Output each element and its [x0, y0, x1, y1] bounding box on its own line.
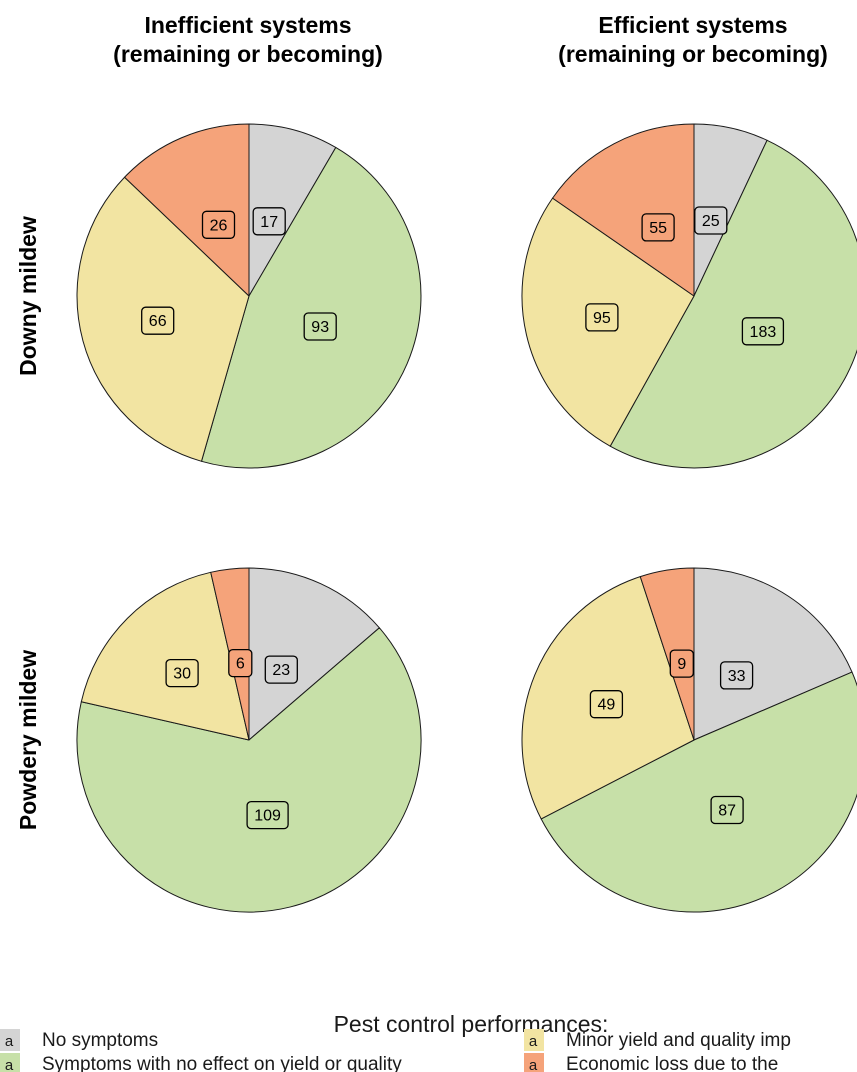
svg-text:a: a — [5, 1057, 14, 1072]
svg-text:6: 6 — [236, 656, 245, 673]
pie-slice — [639, 567, 695, 741]
svg-text:183: 183 — [750, 324, 777, 341]
slice-value-label: 25 — [694, 206, 728, 235]
svg-text:26: 26 — [210, 217, 228, 234]
pie-slice — [540, 671, 857, 913]
pie-slice — [248, 567, 380, 741]
legend-key: a — [524, 1053, 544, 1072]
svg-text:a: a — [5, 1033, 14, 1050]
svg-text:109: 109 — [254, 808, 281, 825]
legend-entry: a Symptoms with no effect on yield or qua… — [0, 1053, 402, 1072]
pie-slice — [76, 627, 422, 913]
slice-value-label: 6 — [228, 648, 253, 678]
svg-text:a: a — [529, 1057, 538, 1072]
slice-value-label: 87 — [710, 795, 744, 825]
slice-value-label: 17 — [252, 207, 286, 236]
pie-panel: 23 109 30 6 — [76, 567, 422, 913]
svg-text:17: 17 — [260, 214, 278, 231]
slice-value-label: 23 — [264, 655, 298, 684]
svg-text:23: 23 — [272, 662, 290, 679]
legend-key: a — [0, 1053, 20, 1072]
svg-text:9: 9 — [677, 656, 686, 673]
row-title: Downy mildew — [15, 216, 41, 376]
legend-entry: a No symptoms — [0, 1029, 158, 1051]
pie-panels: 17 93 66 26 25 183 95 55 23 109 30 6 33 87 49 9 — [76, 123, 857, 913]
column-titles: Inefficient systems (remaining or becomin… — [113, 12, 828, 67]
legend-label: No symptoms — [42, 1030, 158, 1051]
slice-value-label: 95 — [585, 303, 619, 332]
column-title: Inefficient systems (remaining or becomin… — [113, 12, 383, 67]
svg-text:33: 33 — [728, 668, 746, 685]
slice-value-label: 49 — [589, 690, 624, 719]
slice-value-label: 66 — [141, 306, 175, 335]
pie-slice — [80, 571, 250, 741]
slice-value-label: 93 — [303, 312, 337, 341]
svg-text:93: 93 — [311, 319, 329, 336]
legend-key: a — [524, 1029, 544, 1051]
svg-text:30: 30 — [173, 666, 191, 683]
pie-panel: 25 183 95 55 — [521, 123, 857, 469]
pie-slice — [248, 123, 337, 297]
row-titles: Downy mildew Powdery mildew — [15, 216, 41, 830]
svg-text:25: 25 — [702, 213, 720, 230]
pie-slice — [124, 123, 250, 297]
legend-key: a — [0, 1029, 20, 1051]
svg-text:95: 95 — [593, 310, 611, 327]
svg-text:87: 87 — [718, 803, 736, 820]
pie-slice — [552, 123, 695, 297]
svg-text:66: 66 — [149, 313, 167, 330]
slice-value-label: 30 — [165, 658, 199, 688]
slice-value-label: 55 — [641, 213, 675, 242]
slice-value-label: 109 — [246, 800, 289, 830]
legend-entry: a Minor yield and quality imp — [524, 1029, 791, 1051]
legend-label: Economic loss due to the — [566, 1054, 778, 1072]
legend-title: Pest control performances: — [334, 1011, 609, 1037]
pie-slice — [693, 567, 853, 741]
legend-label: Minor yield and quality imp — [566, 1030, 791, 1051]
pie-panel: 33 87 49 9 — [521, 567, 857, 913]
pie-panel: 17 93 66 26 — [76, 123, 422, 469]
legend-entry: a Economic loss due to the — [524, 1053, 778, 1072]
pie-slice — [609, 139, 857, 469]
svg-text:55: 55 — [649, 220, 667, 237]
svg-text:49: 49 — [598, 697, 616, 714]
column-title: Efficient systems (remaining or becoming) — [558, 12, 828, 67]
slice-value-label: 26 — [201, 210, 236, 239]
row-title: Powdery mildew — [15, 650, 41, 830]
pie-slice — [200, 146, 422, 469]
slice-value-label: 9 — [669, 649, 694, 678]
legend-label: Symptoms with no effect on yield or qual… — [42, 1054, 402, 1072]
svg-text:a: a — [529, 1033, 538, 1050]
slice-value-label: 183 — [741, 317, 785, 346]
slice-value-label: 33 — [719, 661, 754, 690]
